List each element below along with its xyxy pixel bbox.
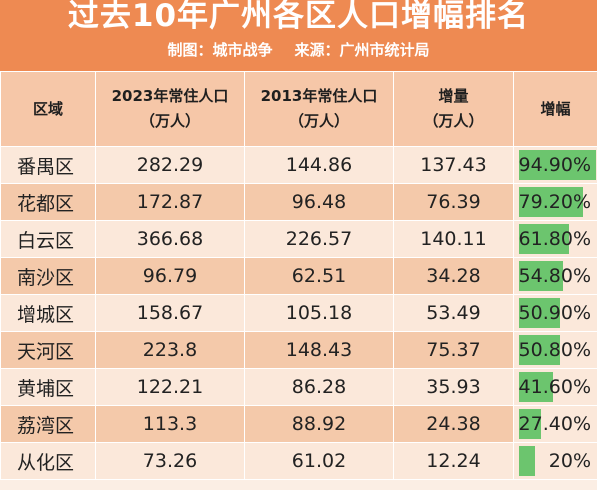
growth-bar bbox=[519, 372, 553, 402]
pop2023-cell: 282.29 bbox=[95, 146, 245, 184]
growth-label: 79.20% bbox=[518, 191, 591, 213]
pop2013-cell: 61.02 bbox=[244, 442, 394, 480]
growth-label: 27.40% bbox=[518, 413, 591, 435]
increase-cell: 75.37 bbox=[393, 331, 514, 369]
pop2013-cell: 96.48 bbox=[244, 183, 394, 221]
subtitle: 制图：城市战争 来源：广州市统计局 bbox=[0, 38, 597, 62]
growth-cell: 94.90% bbox=[513, 146, 597, 184]
district-cell: 花都区 bbox=[0, 183, 96, 221]
growth-cell: 50.80% bbox=[513, 331, 597, 369]
pop2023-cell: 96.79 bbox=[95, 257, 245, 295]
growth-cell: 61.80% bbox=[513, 220, 597, 258]
growth-label: 61.80% bbox=[518, 228, 591, 250]
page-title: 过去10年广州各区人口增幅排名 bbox=[67, 0, 530, 34]
table-row: 白云区 366.68 226.57 140.11 61.80% bbox=[0, 220, 597, 258]
table-row: 天河区 223.8 148.43 75.37 50.80% bbox=[0, 331, 597, 369]
increase-cell: 24.38 bbox=[393, 405, 514, 443]
column-header-pop2023: 2023年常住人口 （万人） bbox=[95, 71, 245, 147]
growth-label: 20% bbox=[548, 450, 591, 472]
growth-label: 50.80% bbox=[518, 339, 591, 361]
district-cell: 黄埔区 bbox=[0, 368, 96, 406]
growth-cell: 50.90% bbox=[513, 294, 597, 332]
growth-cell: 79.20% bbox=[513, 183, 597, 221]
pop2023-cell: 122.21 bbox=[95, 368, 245, 406]
table-row: 从化区 73.26 61.02 12.24 20% bbox=[0, 442, 597, 480]
table-row: 增城区 158.67 105.18 53.49 50.90% bbox=[0, 294, 597, 332]
pop2023-cell: 113.3 bbox=[95, 405, 245, 443]
growth-bar bbox=[519, 409, 541, 439]
pop2013-cell: 148.43 bbox=[244, 331, 394, 369]
growth-bar bbox=[519, 335, 560, 365]
pop2013-cell: 88.92 bbox=[244, 405, 394, 443]
growth-cell: 41.60% bbox=[513, 368, 597, 406]
table-row: 黄埔区 122.21 86.28 35.93 41.60% bbox=[0, 368, 597, 406]
pop2013-cell: 144.86 bbox=[244, 146, 394, 184]
credit-text: 制图：城市战争 bbox=[167, 41, 273, 59]
growth-bar bbox=[519, 298, 560, 328]
district-cell: 天河区 bbox=[0, 331, 96, 369]
growth-cell: 20% bbox=[513, 442, 597, 480]
increase-cell: 53.49 bbox=[393, 294, 514, 332]
pop2013-cell: 62.51 bbox=[244, 257, 394, 295]
pop2023-cell: 366.68 bbox=[95, 220, 245, 258]
population-table: 区域 2023年常住人口 （万人） 2013年常住人口 （万人） 增量 （万人） 增幅… bbox=[0, 71, 597, 480]
table-row: 荔湾区 113.3 88.92 24.38 27.40% bbox=[0, 405, 597, 443]
table-row: 花都区 172.87 96.48 76.39 79.20% bbox=[0, 183, 597, 221]
increase-cell: 34.28 bbox=[393, 257, 514, 295]
increase-cell: 12.24 bbox=[393, 442, 514, 480]
growth-bar bbox=[519, 224, 569, 254]
pop2023-cell: 172.87 bbox=[95, 183, 245, 221]
source-text: 来源：广州市统计局 bbox=[294, 41, 430, 59]
growth-bar bbox=[519, 187, 583, 217]
district-cell: 南沙区 bbox=[0, 257, 96, 295]
column-header-increase: 增量 （万人） bbox=[393, 71, 514, 147]
increase-cell: 76.39 bbox=[393, 183, 514, 221]
growth-label: 54.80% bbox=[518, 265, 591, 287]
column-header-pop2013: 2013年常住人口 （万人） bbox=[244, 71, 394, 147]
increase-cell: 35.93 bbox=[393, 368, 514, 406]
growth-label: 41.60% bbox=[518, 376, 591, 398]
header-banner: 过去10年广州各区人口增幅排名 制图：城市战争 来源：广州市统计局 bbox=[0, 0, 597, 71]
district-cell: 白云区 bbox=[0, 220, 96, 258]
district-cell: 荔湾区 bbox=[0, 405, 96, 443]
pop2013-cell: 226.57 bbox=[244, 220, 394, 258]
pop2013-cell: 105.18 bbox=[244, 294, 394, 332]
pop2023-cell: 158.67 bbox=[95, 294, 245, 332]
district-cell: 番禺区 bbox=[0, 146, 96, 184]
table-header-row: 区域 2023年常住人口 （万人） 2013年常住人口 （万人） 增量 （万人） 增幅 bbox=[0, 71, 597, 147]
column-header-growth: 增幅 bbox=[513, 71, 597, 147]
pop2013-cell: 86.28 bbox=[244, 368, 394, 406]
growth-label: 50.90% bbox=[518, 302, 591, 324]
district-cell: 增城区 bbox=[0, 294, 96, 332]
pop2023-cell: 73.26 bbox=[95, 442, 245, 480]
table-row: 番禺区 282.29 144.86 137.43 94.90% bbox=[0, 146, 597, 184]
growth-bar bbox=[519, 150, 596, 180]
growth-cell: 54.80% bbox=[513, 257, 597, 295]
growth-label: 94.90% bbox=[518, 154, 591, 176]
column-header-district: 区域 bbox=[0, 71, 96, 147]
increase-cell: 137.43 bbox=[393, 146, 514, 184]
pop2023-cell: 223.8 bbox=[95, 331, 245, 369]
table-row: 南沙区 96.79 62.51 34.28 54.80% bbox=[0, 257, 597, 295]
growth-bar bbox=[519, 261, 563, 291]
district-cell: 从化区 bbox=[0, 442, 96, 480]
increase-cell: 140.11 bbox=[393, 220, 514, 258]
growth-bar bbox=[519, 446, 535, 476]
growth-cell: 27.40% bbox=[513, 405, 597, 443]
